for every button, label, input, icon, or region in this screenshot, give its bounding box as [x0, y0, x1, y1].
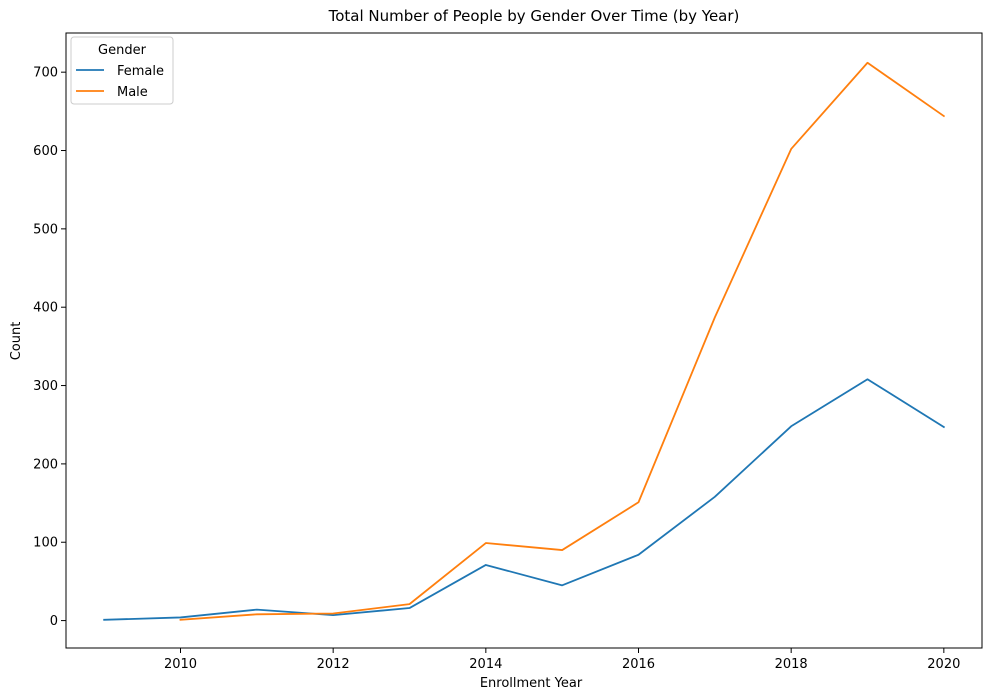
x-tick-label: 2018: [775, 657, 808, 672]
y-tick-label: 0: [50, 614, 58, 629]
y-tick-label: 200: [33, 457, 58, 472]
y-tick-label: 700: [33, 66, 58, 81]
x-axis-label: Enrollment Year: [480, 676, 583, 691]
x-tick-label: 2016: [622, 657, 655, 672]
series-line-female: [103, 378, 946, 621]
y-tick-label: 600: [33, 144, 58, 159]
y-tick-label: 500: [33, 222, 58, 237]
y-axis: 0 100 200 300 400 500 600 700: [33, 66, 66, 629]
series-line-male: [179, 61, 946, 621]
legend-label-female: Female: [117, 64, 164, 79]
legend: Gender Female Male: [70, 36, 174, 105]
plot-area: [65, 32, 983, 649]
y-tick-label: 400: [33, 301, 58, 316]
y-tick-label: 300: [33, 379, 58, 394]
chart-title: Total Number of People by Gender Over Ti…: [328, 7, 740, 25]
x-tick-label: 2010: [164, 657, 197, 672]
legend-label-male: Male: [117, 85, 148, 100]
y-tick-label: 100: [33, 536, 58, 551]
x-axis: 2010 2012 2014 2016 2018 2020: [164, 648, 960, 672]
x-tick-label: 2014: [469, 657, 502, 672]
series-layer: [103, 61, 946, 621]
legend-items: Female Male: [76, 64, 164, 100]
x-tick-label: 2020: [927, 657, 960, 672]
legend-box: [70, 36, 174, 105]
legend-title: Gender: [98, 43, 147, 58]
y-axis-label: Count: [9, 322, 24, 361]
x-tick-label: 2012: [317, 657, 350, 672]
